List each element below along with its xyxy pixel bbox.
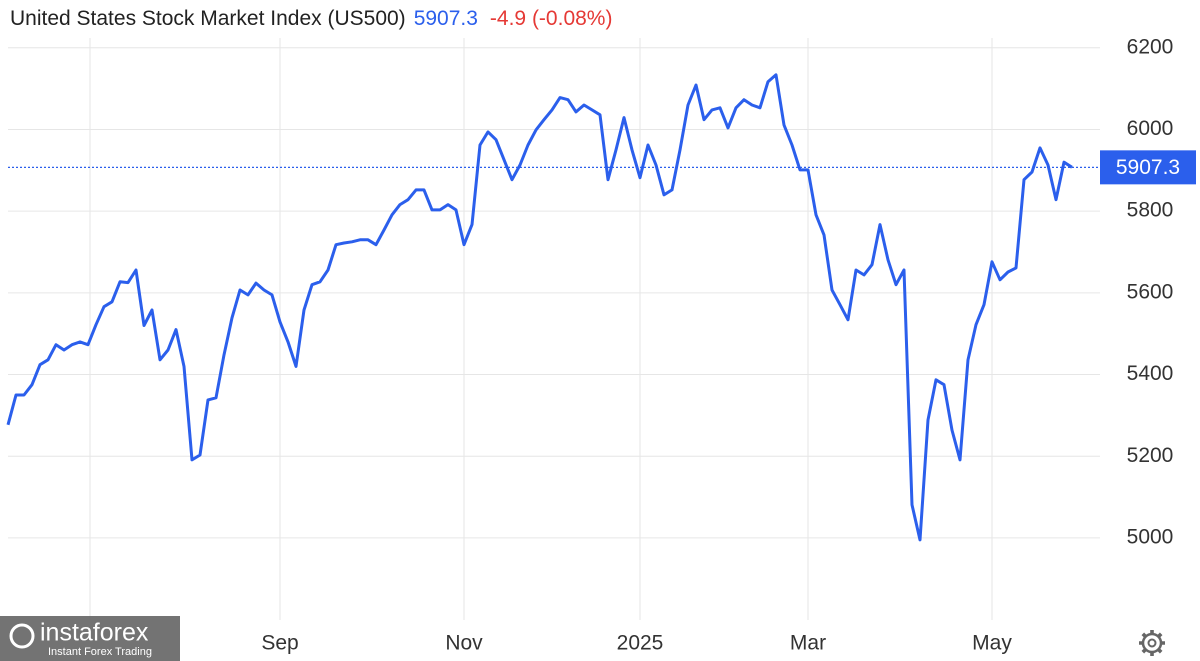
x-tick-label: Mar	[790, 632, 826, 655]
grid	[8, 38, 1100, 620]
last-price-badge	[1100, 150, 1196, 185]
price: 5907.3	[414, 7, 478, 30]
series: 5907.3	[6, 73, 1196, 542]
watermark-icon	[9, 623, 35, 649]
x-tick-label: Nov	[445, 632, 483, 655]
watermark-text: instaforex	[40, 619, 149, 647]
y-tick-label: 5800	[1127, 199, 1174, 222]
price-line	[6, 73, 1073, 542]
watermark-subtitle: Instant Forex Trading	[48, 646, 152, 658]
gear-ring	[1141, 632, 1163, 654]
watermark: instaforex Instant Forex Trading	[0, 616, 180, 661]
y-tick-label: 5200	[1127, 444, 1174, 467]
chart-header: United States Stock Market Index (US500)…	[10, 7, 612, 30]
gear-hub	[1147, 638, 1157, 648]
gear-teeth	[1141, 632, 1163, 654]
y-tick-label: 6200	[1127, 35, 1174, 58]
chart-title: United States Stock Market Index (US500)	[10, 7, 406, 30]
y-tick-label: 6000	[1127, 117, 1174, 140]
y-tick-label: 5000	[1127, 525, 1174, 548]
last-price-label: 5907.3	[1116, 156, 1180, 179]
x-tick-label: 2025	[617, 632, 664, 655]
price-change: -4.9 (-0.08%)	[490, 7, 613, 30]
x-tick-label: Sep	[261, 632, 298, 655]
y-tick-label: 5400	[1127, 362, 1174, 385]
settings-icon[interactable]	[1134, 625, 1171, 661]
y-tick-label: 5600	[1127, 280, 1174, 303]
watermark-background	[0, 616, 180, 661]
x-tick-label: May	[972, 632, 1012, 655]
